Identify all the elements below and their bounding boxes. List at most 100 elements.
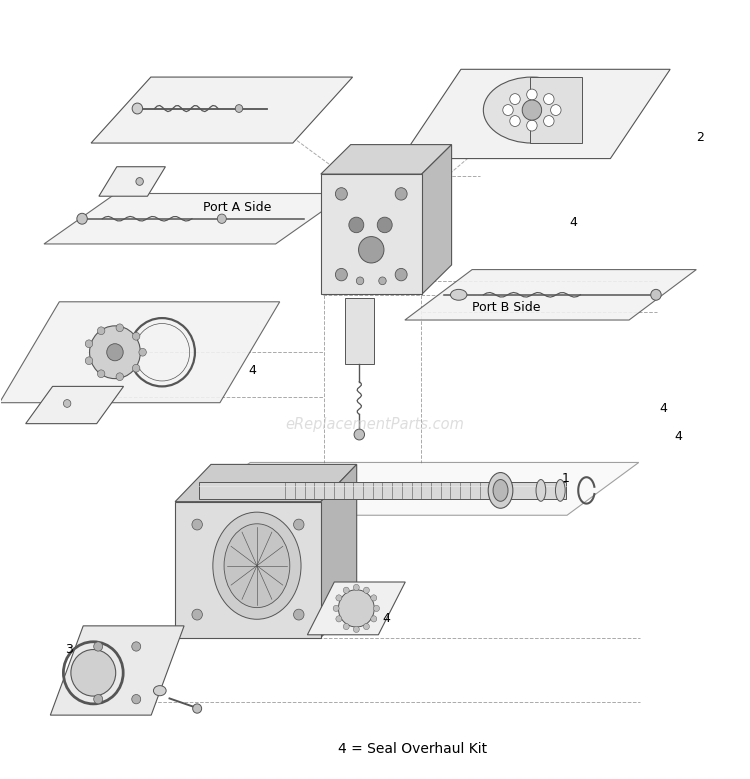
Polygon shape (26, 386, 124, 424)
Circle shape (522, 100, 542, 120)
Circle shape (358, 237, 384, 263)
Circle shape (94, 695, 103, 703)
Circle shape (335, 188, 347, 200)
Circle shape (353, 626, 359, 633)
Polygon shape (44, 193, 347, 244)
Circle shape (336, 615, 342, 622)
Polygon shape (308, 582, 405, 635)
Bar (345, 298, 374, 364)
Polygon shape (175, 464, 357, 502)
Text: Port A Side: Port A Side (203, 200, 272, 213)
Polygon shape (405, 270, 696, 320)
Text: 4: 4 (382, 612, 390, 625)
Circle shape (71, 650, 116, 696)
Circle shape (236, 104, 243, 112)
Ellipse shape (556, 480, 566, 501)
Text: 1: 1 (562, 472, 570, 485)
Circle shape (344, 623, 350, 629)
Circle shape (526, 120, 537, 131)
Circle shape (370, 595, 376, 601)
Polygon shape (0, 301, 280, 403)
Circle shape (293, 519, 304, 530)
Circle shape (349, 217, 364, 233)
Circle shape (64, 400, 71, 407)
Bar (530, 77, 582, 143)
Circle shape (333, 605, 339, 612)
Ellipse shape (451, 289, 467, 300)
Text: 4: 4 (659, 403, 667, 415)
Ellipse shape (488, 473, 513, 508)
Polygon shape (91, 77, 352, 143)
Circle shape (217, 214, 226, 224)
Ellipse shape (154, 686, 166, 696)
Circle shape (544, 93, 554, 104)
Circle shape (395, 269, 407, 280)
Bar (321, 174, 422, 294)
Circle shape (136, 178, 143, 185)
Circle shape (374, 605, 380, 612)
Text: Port B Side: Port B Side (472, 301, 541, 315)
Circle shape (344, 587, 350, 594)
Polygon shape (422, 145, 452, 294)
Circle shape (550, 104, 561, 115)
Ellipse shape (213, 512, 301, 619)
Ellipse shape (224, 523, 290, 608)
Polygon shape (401, 69, 670, 159)
Circle shape (192, 609, 202, 620)
Polygon shape (321, 145, 452, 174)
Circle shape (526, 89, 537, 100)
Circle shape (395, 188, 407, 200)
Circle shape (338, 590, 374, 627)
Polygon shape (50, 626, 184, 715)
Circle shape (86, 340, 93, 347)
Circle shape (377, 217, 392, 233)
Text: eReplacementParts.com: eReplacementParts.com (286, 417, 464, 432)
Ellipse shape (483, 77, 580, 143)
Text: 4: 4 (248, 364, 256, 376)
Circle shape (503, 104, 513, 115)
Circle shape (116, 373, 124, 381)
Circle shape (132, 642, 141, 651)
Circle shape (364, 623, 370, 629)
Circle shape (86, 357, 93, 365)
Circle shape (132, 103, 142, 114)
Circle shape (132, 695, 141, 703)
Circle shape (193, 704, 202, 714)
Circle shape (379, 277, 386, 284)
Ellipse shape (493, 480, 508, 501)
Polygon shape (321, 464, 357, 637)
Circle shape (335, 269, 347, 280)
Text: 4: 4 (569, 216, 578, 229)
Text: 4: 4 (674, 429, 682, 442)
Circle shape (370, 615, 376, 622)
Circle shape (651, 289, 662, 300)
Circle shape (510, 115, 520, 126)
Polygon shape (99, 167, 166, 196)
Circle shape (98, 370, 105, 378)
Circle shape (106, 344, 123, 361)
Circle shape (544, 115, 554, 126)
Circle shape (293, 609, 304, 620)
Bar (175, 502, 321, 637)
Circle shape (76, 213, 87, 224)
Circle shape (98, 327, 105, 335)
Text: 4 = Seal Overhaul Kit: 4 = Seal Overhaul Kit (338, 742, 487, 756)
Polygon shape (178, 463, 639, 515)
Circle shape (336, 595, 342, 601)
Circle shape (192, 519, 202, 530)
Circle shape (94, 642, 103, 651)
Ellipse shape (536, 480, 546, 501)
Circle shape (133, 365, 140, 372)
Text: 3: 3 (65, 643, 73, 656)
Circle shape (139, 348, 146, 356)
Circle shape (354, 429, 364, 440)
Text: 2: 2 (696, 131, 704, 144)
Circle shape (133, 333, 140, 340)
Circle shape (89, 326, 140, 379)
Circle shape (356, 277, 364, 284)
Circle shape (353, 584, 359, 590)
Bar (200, 482, 566, 499)
Circle shape (364, 587, 370, 594)
Circle shape (116, 324, 124, 332)
Circle shape (510, 93, 520, 104)
